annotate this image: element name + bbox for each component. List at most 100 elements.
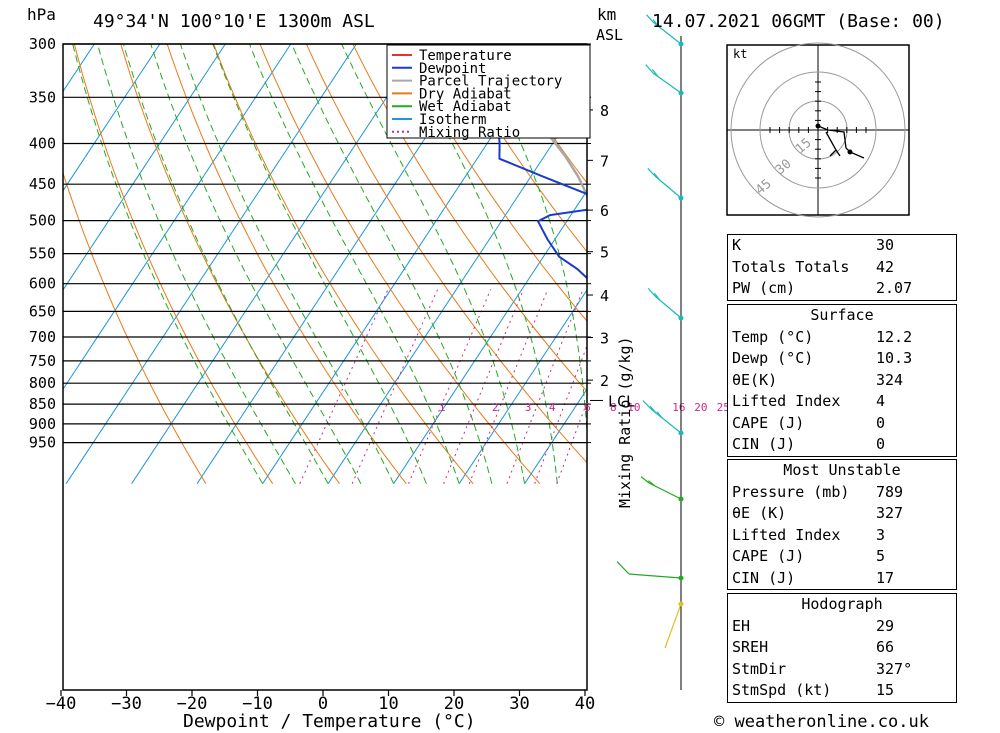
surface-thetae-value: 324 — [876, 370, 904, 389]
wet-adiabat-line — [96, 44, 296, 484]
legend-label: Wet Adiabat — [419, 99, 512, 115]
pressure-label: 400 — [29, 135, 56, 153]
km-tick-label: 3 — [600, 329, 609, 347]
dry-adiabat-line — [991, 32, 1000, 483]
eh-label: EH — [732, 616, 751, 635]
x-tick-label: −40 — [46, 694, 77, 714]
mixing-ratio-line — [534, 344, 587, 484]
stmspd-value: 15 — [876, 681, 895, 699]
mu-cin-row: CIN (J) 17 — [728, 568, 956, 590]
wind-barb-flag — [651, 69, 659, 77]
wet-adiabat-line — [688, 20, 716, 484]
x-axis-label: Dewpoint / Temperature (°C) — [183, 711, 476, 732]
mixing-ratio-line — [653, 289, 720, 483]
wind-barb-flag — [654, 292, 661, 301]
wet-adiabat-line — [122, 44, 329, 484]
surface-cape-row: CAPE (J) 0 — [728, 413, 956, 435]
sreh-label: SREH — [732, 638, 769, 656]
wet-adiabat-line — [150, 44, 362, 484]
eh-row: EH 29 — [728, 616, 956, 638]
pressure-label: 750 — [29, 352, 56, 370]
legend-label: Isotherm — [419, 112, 486, 128]
dry-adiabat-line — [166, 44, 407, 485]
datetime-title: 14.07.2021 06GMT (Base: 00) — [652, 11, 945, 32]
wind-barb-flag — [653, 172, 661, 181]
surface-cape-value: 0 — [876, 413, 886, 432]
pressure-label: 300 — [29, 35, 56, 53]
lcl-label: LCL — [608, 392, 635, 410]
isotherm-line — [524, 388, 587, 484]
indices-table-surface: Surface Temp (°C) 12.2 Dewp (°C) 10.3 θE(K… — [727, 304, 957, 457]
dry-adiabat-line — [398, 44, 587, 322]
totals-totals-row: Totals Totals 42 — [728, 257, 956, 279]
x-tick-label: 40 — [575, 694, 595, 714]
wind-barb-flag — [649, 405, 657, 414]
surface-dewp-value: 10.3 — [876, 349, 913, 367]
surface-li-row: Lifted Index 4 — [728, 391, 956, 413]
mixing-ratio-line — [351, 289, 439, 484]
mixing-ratio-label: 6 — [584, 401, 591, 414]
surface-title: Surface — [810, 306, 874, 324]
x-tick-label: −30 — [111, 694, 142, 714]
wet-adiabat-line — [72, 44, 264, 484]
mu-li-value: 3 — [876, 525, 886, 544]
surface-temp-label: Temp (°C) — [732, 327, 814, 346]
k-index-row: K 30 — [728, 235, 956, 257]
wind-barb-flag — [645, 64, 654, 74]
dry-adiabat-line — [120, 44, 340, 484]
x-tick-label: −10 — [242, 694, 273, 714]
hodograph-trace — [817, 125, 865, 159]
credit-footer: © weatheronline.co.uk — [714, 712, 929, 732]
wet-adiabat-line — [212, 44, 427, 484]
mixing-ratio-label: 8 — [610, 401, 617, 414]
mixing-ratio-label: 4 — [549, 401, 556, 414]
legend — [386, 44, 591, 139]
x-tick-label: 30 — [509, 694, 529, 714]
mixing-ratio-label: 1 — [439, 401, 446, 414]
x-tick-label: 20 — [444, 694, 464, 714]
pw-value: 2.07 — [876, 279, 913, 297]
mu-cin-value: 17 — [876, 568, 895, 587]
wind-barb — [664, 603, 682, 649]
storm-motion-arrow — [825, 131, 841, 157]
pressure-label: 700 — [29, 328, 56, 346]
x-tick-label: 10 — [378, 694, 398, 714]
km-tick-label: 6 — [600, 202, 609, 220]
dry-adiabat-line — [491, 44, 587, 184]
hodograph-point — [815, 123, 821, 129]
mixing-ratio-label: 3 — [525, 401, 532, 414]
km-tick-label: 4 — [600, 287, 609, 305]
km-tick-label: 5 — [600, 244, 609, 262]
dry-adiabat-line — [73, 44, 274, 484]
plot-frame — [62, 43, 588, 691]
mu-li-label: Lifted Index — [732, 525, 841, 544]
surface-cin-label: CIN (J) — [732, 435, 796, 453]
pressure-label: 450 — [29, 175, 56, 193]
hodograph-title: Hodograph — [801, 595, 883, 613]
wind-barb-flag — [642, 400, 652, 410]
surface-cape-label: CAPE (J) — [732, 413, 805, 432]
k-index-label: K — [732, 236, 742, 254]
k-index-value: 30 — [876, 236, 895, 254]
stmspd-row: StmSpd (kt) 15 — [728, 680, 956, 702]
pressure-label: 800 — [29, 374, 56, 392]
surface-dewp-label: Dewp (°C) — [732, 349, 814, 367]
hodograph-ring — [730, 42, 906, 218]
stmdir-row: StmDir 327° — [728, 659, 956, 681]
mu-thetae-label: θE (K) — [732, 504, 787, 522]
pressure-label: 900 — [29, 415, 56, 433]
mixing-ratio-label: 10 — [627, 401, 640, 414]
hodograph-unit-label: kt — [733, 47, 747, 61]
wind-barb-flag — [647, 167, 656, 177]
dry-adiabat-line — [63, 171, 207, 484]
dry-adiabat-line — [445, 44, 587, 253]
wind-barb — [628, 573, 682, 579]
wet-adiabat-line — [341, 44, 526, 484]
wind-barb-flag — [616, 561, 630, 575]
indices-table-hodograph: Hodograph EH 29 SREH 66 StmDir 327° StmSpd … — [727, 593, 957, 703]
surface-cin-value: 0 — [876, 435, 886, 453]
pressure-label: 600 — [29, 275, 56, 293]
mixing-ratio-axis-label: Mixing Ratio (g/kg) — [616, 336, 634, 508]
